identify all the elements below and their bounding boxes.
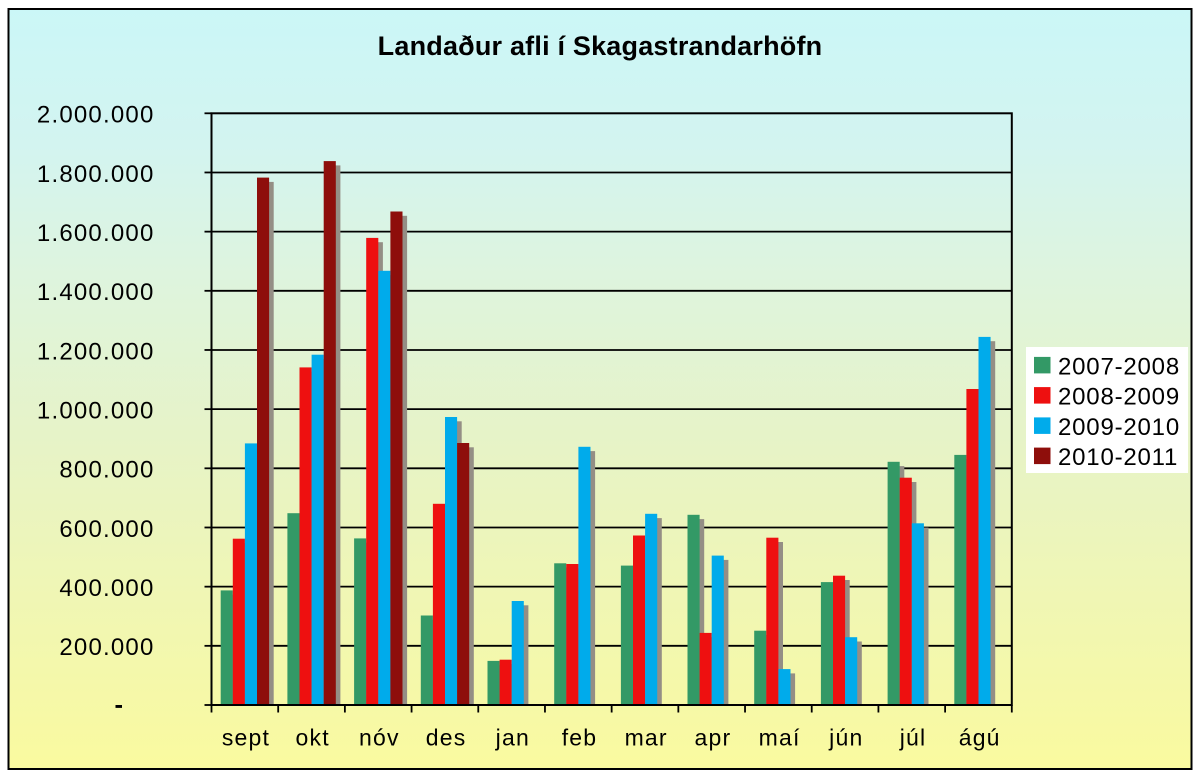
svg-text:400.000: 400.000 bbox=[59, 575, 154, 602]
svg-text:nóv: nóv bbox=[359, 725, 400, 751]
svg-text:okt: okt bbox=[296, 725, 330, 751]
svg-text:1.800.000: 1.800.000 bbox=[37, 161, 155, 188]
svg-text:800.000: 800.000 bbox=[59, 457, 154, 484]
svg-text:maí: maí bbox=[759, 725, 801, 751]
svg-text:apr: apr bbox=[694, 725, 731, 751]
svg-text:2007-2008: 2007-2008 bbox=[1058, 353, 1180, 380]
svg-text:jún: jún bbox=[828, 725, 863, 751]
svg-text:1.200.000: 1.200.000 bbox=[37, 338, 155, 365]
svg-text:2009-2010: 2009-2010 bbox=[1058, 414, 1180, 441]
svg-text:1.000.000: 1.000.000 bbox=[37, 398, 155, 425]
svg-text:2008-2009: 2008-2009 bbox=[1058, 384, 1180, 411]
svg-text:ágú: ágú bbox=[959, 725, 1001, 751]
svg-text:júl: júl bbox=[899, 725, 927, 751]
svg-text:1.600.000: 1.600.000 bbox=[37, 220, 155, 247]
svg-text:jan: jan bbox=[495, 725, 530, 751]
svg-text:sept: sept bbox=[222, 725, 270, 751]
svg-text:200.000: 200.000 bbox=[59, 634, 154, 661]
svg-text:mar: mar bbox=[625, 725, 668, 751]
svg-text:Landaður afli í Skagastrandarh: Landaður afli í Skagastrandarhöfn bbox=[378, 31, 823, 61]
svg-text:2010-2011: 2010-2011 bbox=[1058, 444, 1178, 471]
svg-text:1.400.000: 1.400.000 bbox=[37, 279, 155, 306]
svg-text:2.000.000: 2.000.000 bbox=[37, 102, 155, 129]
svg-text:des: des bbox=[426, 725, 467, 751]
svg-text:600.000: 600.000 bbox=[59, 516, 154, 543]
svg-text:feb: feb bbox=[562, 725, 598, 751]
